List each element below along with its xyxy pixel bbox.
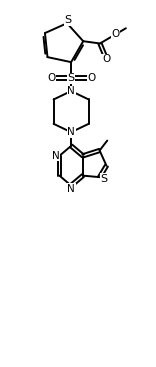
Text: O: O [47,73,55,83]
Text: N: N [67,184,75,194]
Text: O: O [87,73,95,83]
Text: S: S [100,174,107,184]
Text: S: S [68,73,75,83]
Text: O: O [111,29,120,39]
Text: S: S [64,15,71,25]
Text: N: N [67,86,75,96]
Text: N: N [52,151,59,161]
Text: N: N [67,127,75,137]
Text: O: O [102,54,110,64]
